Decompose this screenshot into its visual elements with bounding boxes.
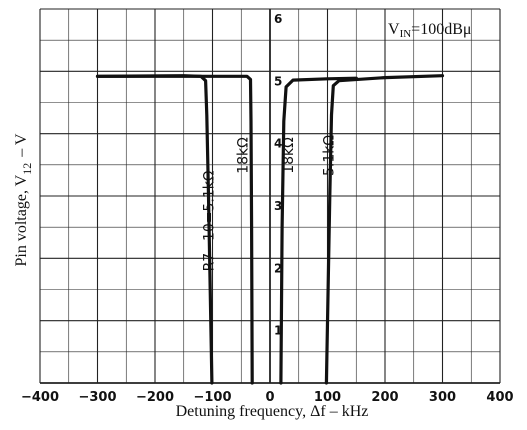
curve-label: R7−10=5.1kΩ (202, 170, 218, 271)
vin-annotation: VIN=100dBμ (388, 21, 471, 40)
series-line (279, 76, 358, 385)
curve-label: 18kΩ (281, 137, 297, 174)
x-tick-labels: −400 −300 −200 −100 0 100 200 300 400 (21, 390, 514, 405)
x-tick-label: −300 (78, 390, 116, 405)
series-line (324, 74, 445, 385)
y-tick-label: 2 (274, 261, 282, 275)
x-tick-label: −400 (21, 390, 59, 405)
vin-annotation-main: V (388, 21, 400, 38)
y-tick-label: 4 (274, 137, 282, 151)
curve-label: 5.1kΩ (321, 135, 337, 176)
y-tick-labels: 1 2 3 4 5 6 (274, 12, 282, 338)
vin-annotation-sub: IN (400, 28, 412, 40)
series-line (95, 74, 254, 385)
curve-labels: R7−10=5.1kΩ 18kΩ 18kΩ 5.1kΩ (202, 135, 338, 272)
vin-annotation-rest: =100dBμ (411, 21, 471, 38)
y-tick-label: 5 (274, 74, 282, 88)
curve-label: 18kΩ (236, 137, 252, 174)
curves (95, 74, 445, 385)
grid-lines (39, 8, 501, 384)
x-tick-label: −100 (193, 390, 231, 405)
x-tick-label: 300 (429, 390, 456, 405)
y-axis-label-main: Pin voltage, V (13, 174, 30, 266)
y-axis-label-sub: 12 (20, 163, 34, 175)
y-tick-label: 6 (274, 12, 282, 26)
x-tick-label: 100 (314, 390, 341, 405)
x-tick-label: −200 (136, 390, 174, 405)
x-tick-label: 400 (486, 390, 513, 405)
y-tick-label: 1 (274, 324, 282, 338)
x-tick-label: 200 (371, 390, 398, 405)
x-tick-label: 0 (265, 390, 274, 405)
y-axis-label-unit: – V (13, 133, 30, 158)
y-tick-label: 3 (274, 199, 282, 213)
y-axis-label: Pin voltage, V12 – V (13, 133, 34, 266)
x-axis-label: Detuning frequency, Δf – kHz (176, 403, 369, 420)
